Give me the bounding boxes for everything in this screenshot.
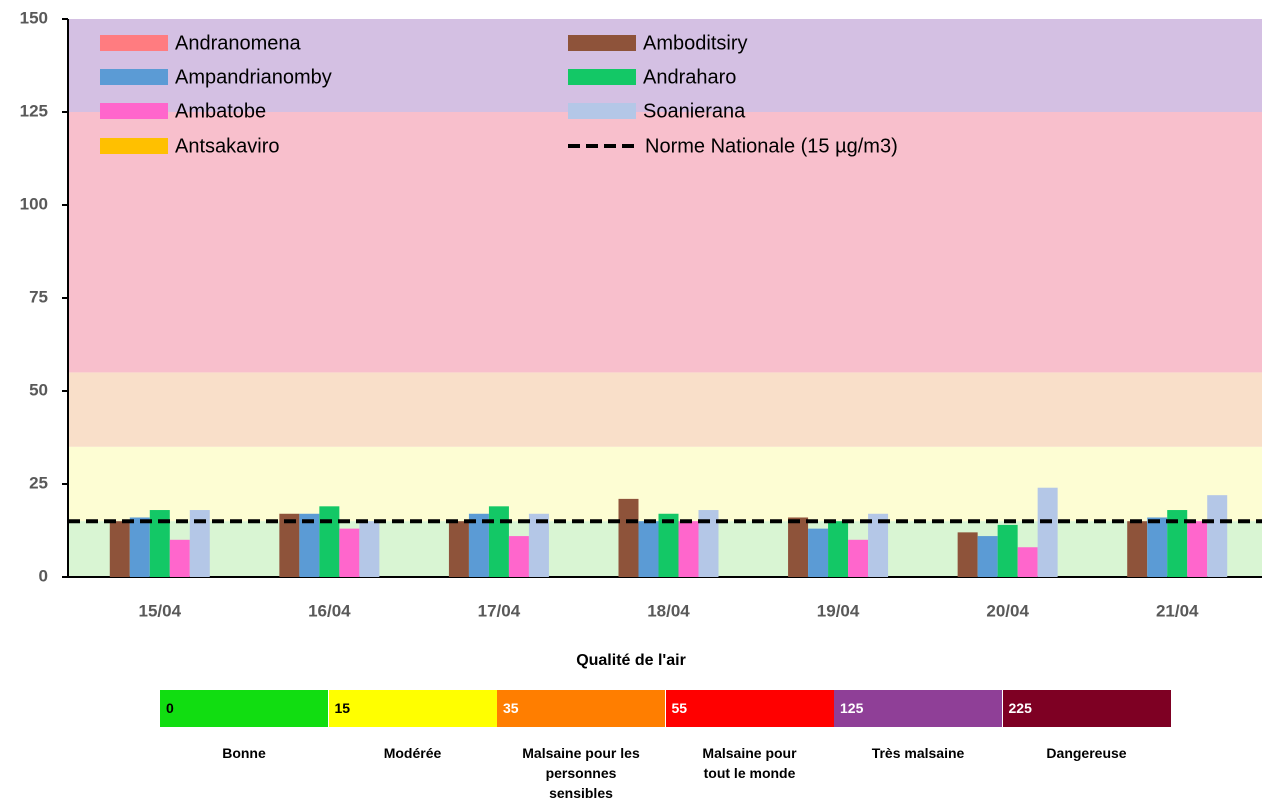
legend-swatch bbox=[568, 103, 636, 119]
quality-band bbox=[68, 372, 1262, 447]
bar bbox=[868, 513, 889, 577]
scale-title: Qualité de l'air bbox=[576, 652, 686, 669]
bar bbox=[698, 510, 719, 577]
bar bbox=[1147, 517, 1168, 577]
bar bbox=[828, 521, 849, 577]
legend-swatch bbox=[568, 69, 636, 85]
legend-swatch bbox=[100, 35, 168, 51]
quality-band bbox=[68, 112, 1262, 373]
legend-swatch bbox=[100, 103, 168, 119]
bar bbox=[468, 513, 489, 577]
bar bbox=[977, 536, 998, 577]
scale-level-label: Modérée bbox=[383, 745, 442, 761]
chart: 0 25 50 75 100 125 150 15/04 16/04 17/04 18/04 19/0… bbox=[20, 8, 1262, 620]
scale-level: 15 bbox=[328, 690, 497, 727]
legend-label: Amboditsiry bbox=[643, 32, 747, 54]
legend-swatch bbox=[568, 35, 636, 51]
legend-label: Norme Nationale (15 µg/m3) bbox=[645, 135, 898, 157]
x-tick-label: 17/04 bbox=[478, 601, 521, 620]
legend-label: Andranomena bbox=[175, 32, 302, 54]
bar bbox=[299, 513, 320, 577]
bar bbox=[129, 517, 150, 577]
legend-label: Ampandrianomby bbox=[175, 66, 332, 88]
legend-label: Soanierana bbox=[643, 100, 746, 122]
scale-level: 0 bbox=[160, 690, 328, 727]
bar bbox=[189, 510, 210, 577]
bar bbox=[528, 513, 549, 577]
scale-level-label: Malsaine pour tout le monde bbox=[702, 745, 797, 781]
quality-band bbox=[68, 19, 1262, 112]
y-tick-label: 150 bbox=[20, 8, 48, 27]
bar bbox=[169, 539, 190, 577]
bar bbox=[658, 513, 679, 577]
bar bbox=[488, 506, 509, 577]
scale-level-label: Malsaine pour les personnes sensibles bbox=[522, 745, 640, 801]
scale-level: 125 bbox=[834, 690, 1002, 727]
bar bbox=[1037, 487, 1058, 577]
x-tick-label: 18/04 bbox=[647, 601, 690, 620]
scale-level: 55 bbox=[665, 690, 834, 727]
bar bbox=[1167, 510, 1188, 577]
legend-label: Antsakaviro bbox=[175, 135, 280, 157]
bar bbox=[848, 539, 869, 577]
bar bbox=[1187, 521, 1208, 577]
scale-level-label: Dangereuse bbox=[1046, 745, 1127, 761]
y-tick-label: 75 bbox=[29, 287, 48, 306]
bar bbox=[997, 524, 1018, 577]
y-tick-label: 0 bbox=[39, 566, 48, 585]
y-tick-label: 100 bbox=[20, 194, 48, 213]
x-tick-label: 19/04 bbox=[817, 601, 860, 620]
y-tick-label: 50 bbox=[29, 380, 48, 399]
bar bbox=[678, 521, 699, 577]
bar bbox=[508, 536, 529, 577]
x-tick-label: 16/04 bbox=[308, 601, 351, 620]
bar bbox=[788, 517, 809, 577]
y-tick-label: 25 bbox=[29, 473, 48, 492]
bar bbox=[1017, 547, 1038, 577]
x-tick-label: 20/04 bbox=[986, 601, 1029, 620]
legend-label: Andraharo bbox=[643, 66, 736, 88]
scale-level: 225 bbox=[1002, 690, 1171, 727]
legend-swatch bbox=[100, 69, 168, 85]
bar bbox=[149, 510, 170, 577]
x-tick-label: 15/04 bbox=[139, 601, 182, 620]
scale-level: 35 bbox=[497, 690, 665, 727]
bar bbox=[279, 513, 300, 577]
bar bbox=[1127, 521, 1148, 577]
legend-label: Ambatobe bbox=[175, 100, 266, 122]
bar bbox=[109, 521, 130, 577]
bar bbox=[957, 532, 978, 577]
quality-band bbox=[68, 446, 1262, 522]
bar bbox=[638, 521, 659, 577]
bar bbox=[448, 521, 469, 577]
x-tick-label: 21/04 bbox=[1156, 601, 1199, 620]
bar bbox=[339, 528, 360, 577]
y-tick-label: 125 bbox=[20, 101, 48, 120]
bar bbox=[618, 498, 639, 577]
legend-swatch bbox=[100, 138, 168, 154]
bar bbox=[808, 528, 829, 577]
scale-level-label: Très malsaine bbox=[871, 745, 965, 761]
scale-level-label: Bonne bbox=[222, 745, 266, 761]
bar bbox=[1207, 495, 1228, 577]
bar bbox=[359, 521, 380, 577]
bar bbox=[319, 506, 340, 577]
